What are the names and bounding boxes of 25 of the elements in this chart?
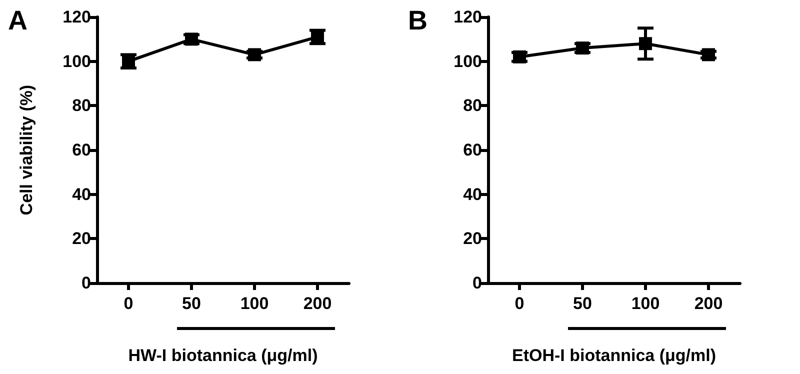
y-tick-label: 80 — [463, 96, 482, 116]
x-tick-label: 50 — [573, 294, 592, 313]
y-tick-label: 100 — [454, 52, 482, 71]
y-axis-title: Cell viability (%) — [17, 84, 36, 216]
x-tick-label: 100 — [631, 294, 660, 313]
y-tick-label: 40 — [463, 184, 482, 204]
x-tick-label: 50 — [182, 294, 201, 313]
x-axis-title: EtOH-I biotannica (μg/ml) — [512, 346, 716, 365]
y-tick-label: 60 — [463, 140, 482, 160]
y-tick-label: 100 — [62, 52, 91, 71]
y-tick-label: 20 — [463, 229, 482, 248]
y-tick-label: 80 — [72, 96, 91, 116]
chart-title: B — [408, 6, 428, 36]
x-tick-label: 200 — [694, 294, 723, 313]
x-tick-label: 100 — [240, 294, 269, 313]
y-tick-label: 60 — [72, 140, 91, 160]
chart-title: A — [8, 6, 28, 36]
x-tick-label: 200 — [303, 294, 332, 313]
y-tick-label: 40 — [72, 184, 91, 204]
x-tick-label: 0 — [514, 294, 524, 313]
x-tick-label: 0 — [124, 294, 134, 313]
y-tick-label: 120 — [62, 8, 91, 26]
y-tick-label: 20 — [72, 229, 91, 248]
y-tick-label: 120 — [454, 8, 482, 26]
x-axis-title: HW-I biotannica (μg/ml) — [128, 346, 318, 365]
